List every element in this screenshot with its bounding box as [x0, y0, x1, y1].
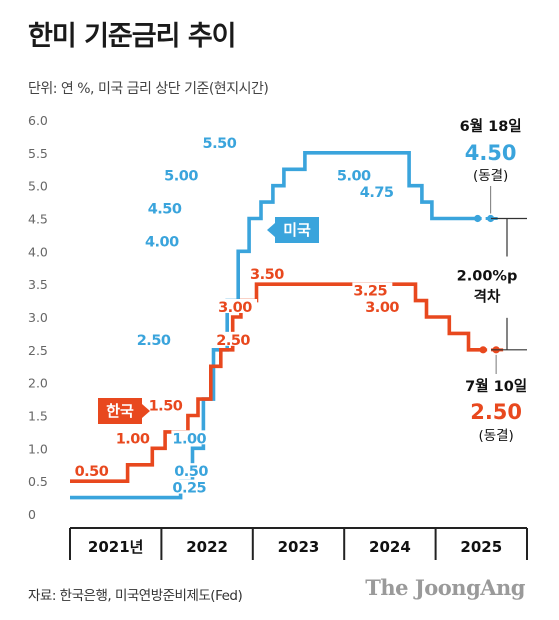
chart-subtitle: 단위: 연 %, 미국 금리 상단 기준(현지시간): [28, 81, 269, 97]
us-data-label: 0.50: [174, 464, 208, 480]
series-layer: [70, 151, 484, 500]
x-axis: 2021년 2022 2023 2024 2025: [69, 527, 528, 560]
annotations-layer: 2.00%p 격차 6월 18일 4.50 (동결) 7월 10일 2.50 (동결): [457, 118, 527, 444]
us-data-label: 0.25: [172, 481, 206, 497]
us-label-bg: [135, 331, 176, 346]
y-tick-label: 3.5: [28, 277, 48, 292]
gap-value: 2.00%p: [457, 269, 518, 285]
x-tick-label: 2025: [460, 538, 502, 556]
kr-label-bg: [249, 266, 290, 281]
kr-label-bg: [114, 430, 155, 445]
source-note: 자료: 한국은행, 미국연방준비제도(Fed): [28, 588, 243, 604]
kr-rate-line: [70, 282, 484, 483]
publisher-logo: The JoongAng: [365, 575, 525, 600]
us-latest-note: (동결): [473, 168, 508, 184]
us-end-dot: [487, 214, 495, 223]
kr-end-dot: [479, 346, 487, 354]
kr-label-bg: [352, 282, 393, 297]
kr-label-bg: [364, 299, 405, 313]
us-series-tag: [267, 217, 319, 243]
y-tick-label: 1.5: [28, 409, 48, 424]
us-latest-date: 6월 18일: [460, 118, 522, 135]
kr-latest-value: 2.50: [470, 400, 522, 424]
x-tick-label: 2022: [186, 538, 228, 556]
us-data-label: 4.75: [360, 185, 394, 201]
x-tick-label: 2023: [278, 538, 320, 556]
y-tick-label: 2.0: [28, 376, 48, 391]
chart-title: 한미 기준금리 추이: [28, 21, 237, 52]
us-data-label: 4.00: [145, 234, 179, 250]
kr-data-label: 2.50: [216, 333, 250, 349]
us-label-bg: [163, 167, 204, 182]
us-data-label: 5.00: [164, 169, 198, 185]
us-label-bg: [171, 430, 212, 445]
us-latest-value: 4.50: [465, 141, 517, 165]
y-axis: 0 0.5 1.0 1.5 2.0 2.5 3.0 3.5 4.0 4.5 5.0 5.5 6.0: [28, 113, 48, 522]
kr-data-label: 0.50: [75, 464, 109, 480]
us-label-bg: [173, 463, 214, 478]
us-data-label: 5.00: [337, 169, 371, 185]
y-tick-label: 4.0: [28, 244, 48, 259]
y-tick-label: 0.5: [28, 474, 48, 489]
us-data-label: 4.50: [148, 202, 182, 218]
y-tick-label: 3.0: [28, 310, 48, 325]
us-label-bg: [171, 479, 212, 494]
kr-data-label: 1.50: [149, 399, 183, 415]
kr-series-tag-label: 한국: [106, 402, 134, 420]
kr-data-label: 3.00: [365, 300, 399, 316]
us-label-bg: [201, 134, 242, 149]
kr-label-bg: [215, 331, 256, 346]
kr-data-label: 1.00: [116, 431, 150, 447]
us-label-bg: [358, 184, 399, 199]
y-tick-label: 4.5: [28, 212, 48, 227]
kr-series-tag: [98, 398, 150, 424]
data-labels-layer: 0.250.501.002.504.004.505.005.505.004.75…: [73, 134, 405, 497]
kr-label-bg: [217, 299, 258, 313]
kr-latest-date: 7월 10일: [465, 378, 527, 395]
us-data-label: 2.50: [137, 333, 171, 349]
y-tick-label: 5.5: [28, 146, 48, 161]
us-data-label: 5.50: [203, 136, 237, 152]
y-tick-label: 6.0: [28, 113, 48, 128]
kr-data-label: 3.50: [250, 267, 284, 283]
us-label-bg: [146, 200, 187, 215]
us-data-label: 1.00: [172, 431, 206, 447]
kr-latest-note: (동결): [478, 428, 513, 444]
y-tick-label: 1.0: [28, 441, 48, 456]
kr-data-label: 3.00: [218, 300, 252, 316]
x-tick-label: 2024: [369, 538, 411, 556]
y-tick-label: 2.5: [28, 343, 48, 358]
us-label-bg: [335, 167, 376, 182]
y-tick-label: 0: [28, 507, 36, 522]
us-rate-line: [70, 151, 478, 500]
x-tick-label: 2021년: [88, 538, 144, 556]
us-end-dot: [474, 214, 482, 223]
y-tick-label: 5.0: [28, 179, 48, 194]
kr-data-label: 3.25: [353, 284, 387, 300]
us-series-tag-label: 미국: [283, 221, 311, 239]
kr-label-bg: [147, 397, 188, 412]
gap-label: 격차: [474, 288, 501, 306]
us-label-bg: [143, 233, 184, 248]
kr-label-bg: [73, 463, 114, 478]
